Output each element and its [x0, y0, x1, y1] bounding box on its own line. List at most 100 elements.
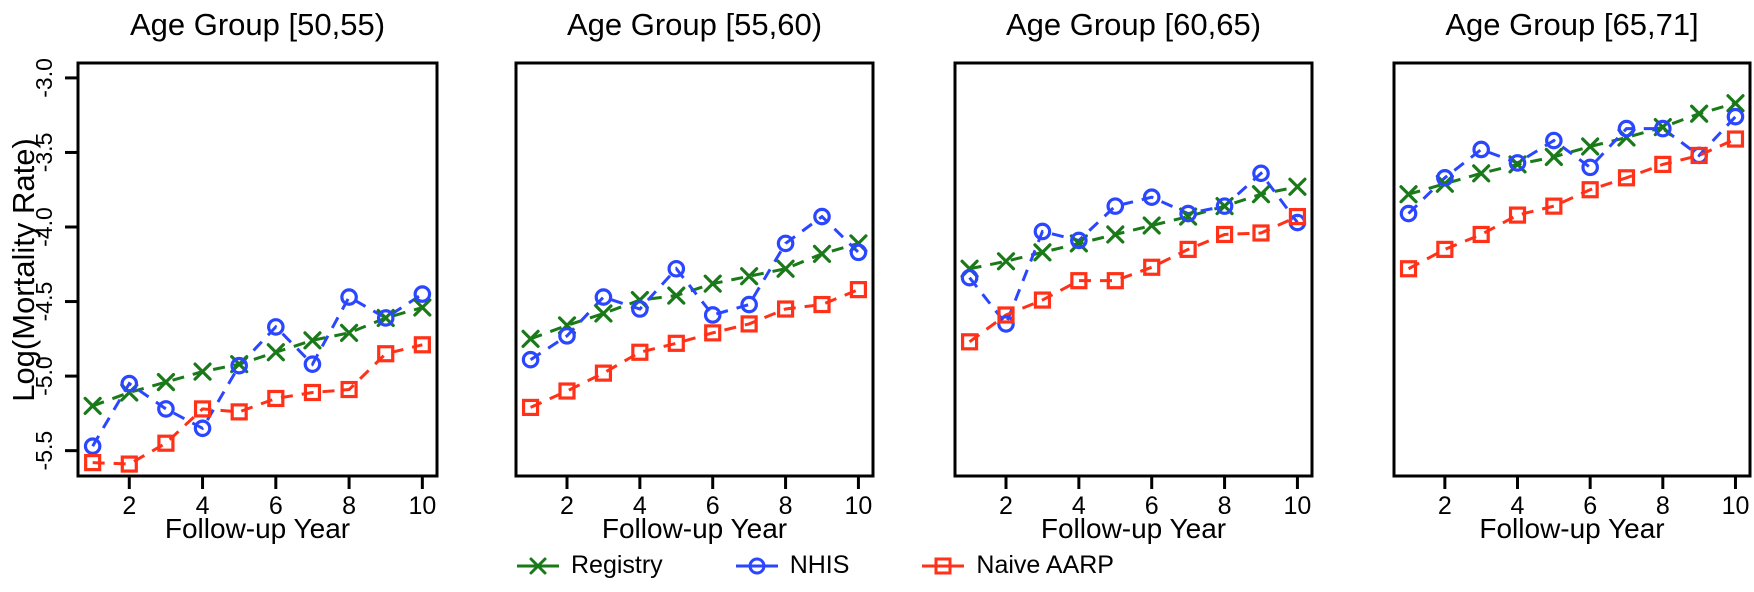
marker-nhis — [997, 315, 1015, 333]
marker-naive-aarp — [377, 345, 395, 363]
marker-registry — [1142, 216, 1161, 235]
marker-naive-aarp — [340, 380, 358, 399]
marker-nhis — [1726, 107, 1745, 126]
marker-registry — [521, 329, 540, 348]
marker-registry — [1581, 137, 1600, 156]
marker-nhis — [667, 259, 686, 278]
marker-naive-aarp — [631, 343, 649, 361]
marker-registry — [1069, 234, 1088, 253]
x-tick-label: 2 — [560, 492, 574, 520]
marker-nhis — [120, 374, 139, 393]
marker-registry — [193, 362, 212, 381]
marker-registry — [1106, 225, 1125, 244]
marker-naive-aarp — [1472, 225, 1490, 244]
marker-naive-aarp — [303, 383, 322, 402]
x-tick-label: 8 — [342, 492, 356, 520]
marker-nhis — [1215, 197, 1234, 215]
marker-naive-aarp — [776, 300, 795, 318]
marker-naive-aarp — [813, 295, 831, 314]
marker-nhis — [267, 318, 285, 336]
marker-registry — [1251, 185, 1271, 204]
marker-naive-aarp — [1508, 206, 1527, 224]
marker-registry — [1472, 164, 1491, 183]
marker-nhis — [813, 207, 831, 226]
panel-title: Age Group [65,71] — [1445, 7, 1699, 42]
marker-naive-aarp — [667, 334, 685, 352]
marker-nhis — [1033, 222, 1052, 241]
marker-naive-aarp — [594, 364, 613, 382]
x-tick-label: 4 — [196, 492, 210, 520]
marker-naive-aarp — [1070, 272, 1088, 290]
series-line-registry — [969, 185, 1298, 271]
marker-nhis — [594, 288, 613, 306]
marker-registry — [1399, 185, 1418, 204]
marker-nhis — [740, 295, 758, 314]
marker-naive-aarp — [1399, 260, 1418, 278]
legend-item-registry: Registry — [516, 551, 663, 580]
panel-title: Age Group [60,65) — [1005, 7, 1262, 42]
marker-nhis — [1070, 231, 1088, 250]
panel-title: Age Group [50,55) — [129, 7, 386, 42]
x-tick-label: 6 — [706, 492, 720, 520]
series-line-nhis — [529, 214, 860, 361]
marker-registry — [1544, 147, 1563, 167]
marker-naive-aarp — [1288, 207, 1307, 226]
marker-nhis — [303, 355, 322, 373]
marker-naive-aarp — [1179, 240, 1197, 258]
marker-naive-aarp — [740, 315, 758, 333]
marker-registry — [1179, 207, 1198, 226]
y-axis-title: Log(Mortality Rate) — [6, 138, 41, 402]
marker-nhis — [1106, 197, 1125, 215]
marker-naive-aarp — [997, 306, 1015, 324]
marker-nhis — [157, 400, 175, 418]
marker-naive-aarp — [1252, 224, 1270, 242]
marker-naive-aarp — [84, 453, 102, 472]
marker-registry — [156, 372, 176, 392]
x-axis-title: Follow-up Year — [1479, 513, 1665, 544]
marker-naive-aarp — [558, 382, 576, 400]
marker-nhis — [83, 437, 102, 455]
marker-naive-aarp — [157, 434, 175, 452]
marker-nhis — [1142, 188, 1161, 206]
x-tick-label: 8 — [1218, 492, 1232, 520]
marker-registry — [266, 343, 285, 362]
x-tick-label: 4 — [1511, 492, 1525, 520]
circle-marker-icon — [735, 557, 778, 574]
square-marker-icon — [922, 557, 965, 574]
marker-nhis — [703, 306, 722, 324]
marker-nhis — [960, 268, 979, 287]
series-line-naive-aarp — [1407, 137, 1737, 271]
y-tick-label: -4.5 — [31, 282, 57, 322]
marker-naive-aarp — [1581, 181, 1599, 199]
marker-naive-aarp — [1690, 146, 1708, 165]
marker-registry — [1690, 104, 1709, 123]
marker-naive-aarp — [230, 403, 248, 421]
y-tick-label: -3.0 — [31, 58, 57, 98]
marker-naive-aarp — [267, 389, 285, 408]
y-tick-label: -5.0 — [31, 356, 57, 396]
y-tick-label: -4.0 — [31, 207, 57, 247]
plot-box — [1392, 61, 1752, 478]
y-tick-label: -5.5 — [31, 431, 57, 471]
x-tick-label: 4 — [1072, 492, 1086, 520]
x-tick-label: 2 — [122, 492, 136, 520]
marker-naive-aarp — [1033, 291, 1052, 309]
marker-registry — [1726, 94, 1745, 113]
marker-naive-aarp — [1215, 225, 1234, 244]
marker-registry — [996, 252, 1016, 271]
x-tick-label: 8 — [779, 492, 793, 520]
cross-marker-icon — [517, 557, 559, 574]
marker-nhis — [340, 288, 358, 306]
marker-nhis — [521, 350, 540, 369]
x-tick-label: 10 — [845, 492, 873, 520]
marker-naive-aarp — [521, 398, 540, 417]
marker-nhis — [1617, 119, 1636, 138]
marker-naive-aarp — [1143, 258, 1161, 276]
marker-naive-aarp — [1654, 155, 1672, 173]
x-tick-label: 10 — [408, 492, 436, 520]
marker-naive-aarp — [849, 281, 868, 299]
x-axis-title: Follow-up Year — [601, 513, 788, 544]
panel-title: Age Group [55,60) — [566, 7, 823, 42]
series-line-registry — [1408, 101, 1736, 196]
